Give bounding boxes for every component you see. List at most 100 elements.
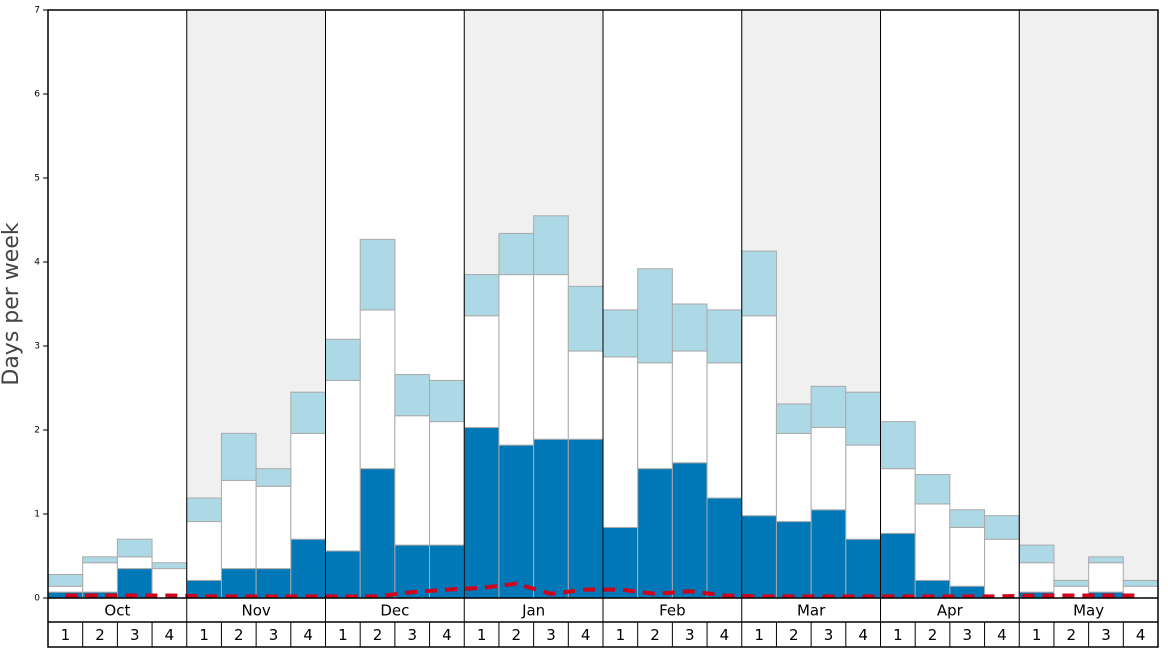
x-tick-label: 4 [581,626,591,644]
y-tick-label: 7 [34,6,40,16]
x-tick-label: 3 [546,626,556,644]
bar-segment [741,250,777,317]
month-shade [1019,10,1158,598]
x-tick-label: 2 [234,626,244,644]
month-label: May [1073,602,1104,620]
bar-segment [151,568,188,599]
x-tick-label: 1 [199,626,209,644]
bar-segment [255,568,292,599]
x-tick-label: 4 [858,626,868,644]
bar-segment [533,274,569,440]
bar-segment [116,538,153,558]
bar-segment [984,538,1020,599]
bar-segment [880,532,916,599]
bar-segment [359,309,396,470]
bar-segment [706,309,743,364]
x-tick-label: 3 [1101,626,1111,644]
x-tick-label: 3 [962,626,972,644]
y-tick-label: 2 [34,426,40,436]
bar-segment [463,274,500,317]
x-tick-label: 2 [650,626,660,644]
bar-segment [984,515,1020,540]
bar-segment [845,391,881,446]
bar-segment [567,438,604,599]
bar-segment [602,356,639,528]
bar-segment [914,503,951,581]
bar-segment [602,309,639,358]
bar-segment [394,374,431,417]
bar-segment [949,526,986,587]
x-tick-label: 4 [165,626,175,644]
x-tick-label: 1 [61,626,71,644]
month-label: Nov [241,602,270,620]
x-tick-label: 4 [720,626,730,644]
x-tick-label: 1 [754,626,764,644]
x-tick-label: 3 [407,626,417,644]
bar-segment [706,362,743,499]
x-tick-label: 1 [477,626,487,644]
y-tick-label: 0 [34,594,40,604]
bar-segment [880,468,916,534]
x-tick-label: 3 [269,626,279,644]
bar-segment [880,421,916,470]
bar-segment [220,432,257,481]
bar-segment [810,426,847,511]
x-tick-label: 4 [1136,626,1146,644]
bar-segment [255,468,292,487]
bar-segment [706,497,743,599]
bar-segment [1122,579,1159,587]
bar-segment [775,403,812,434]
bar-segment [914,474,951,505]
bar-segment [637,468,673,599]
bar-segment [82,556,118,564]
bar-segment [637,362,673,470]
bar-segment [116,556,153,570]
bar-segment [255,485,292,570]
x-tick-label: 3 [824,626,834,644]
bar-segment [359,238,396,311]
y-axis-label: Days per week [0,222,24,385]
x-tick-label: 2 [928,626,938,644]
bar-segment [533,215,569,276]
bar-segment [498,232,535,276]
y-tick-label: 5 [34,174,40,184]
month-label: Jan [521,602,545,620]
bar-segment [637,268,673,364]
bar-segment [325,338,361,381]
x-tick-label: 3 [130,626,140,644]
bar-segment [1018,544,1055,564]
x-tick-label: 1 [338,626,348,644]
x-tick-label: 4 [442,626,452,644]
x-tick-label: 4 [303,626,313,644]
bar-segment [671,350,708,464]
x-tick-label: 2 [1067,626,1077,644]
bar-segment [775,521,812,599]
x-tick-label: 4 [997,626,1007,644]
x-tick-label: 1 [893,626,903,644]
bar-segment [533,438,569,599]
bar-segment [325,550,361,599]
bar-segment [359,468,396,599]
bar-segment [47,573,84,587]
x-tick-label: 2 [95,626,105,644]
bar-segment [290,432,326,540]
y-tick-label: 4 [34,258,40,268]
bar-segment [1018,562,1055,593]
bar-segment [186,521,222,581]
month-label: Feb [659,602,686,620]
x-tick-label: 2 [789,626,799,644]
bar-segment [1088,556,1124,564]
y-tick-label: 6 [34,90,40,100]
bar-segment [498,274,535,446]
bar-segment [602,526,639,599]
bar-segment [810,385,847,428]
bar-segment [429,421,465,546]
bar-segment [1088,562,1124,593]
bar-segment [1053,579,1090,587]
bar-segment [845,538,881,599]
x-tick-label: 2 [512,626,522,644]
bar-segment [671,462,708,599]
bar-segment [429,379,465,423]
bar-segment [498,444,535,599]
